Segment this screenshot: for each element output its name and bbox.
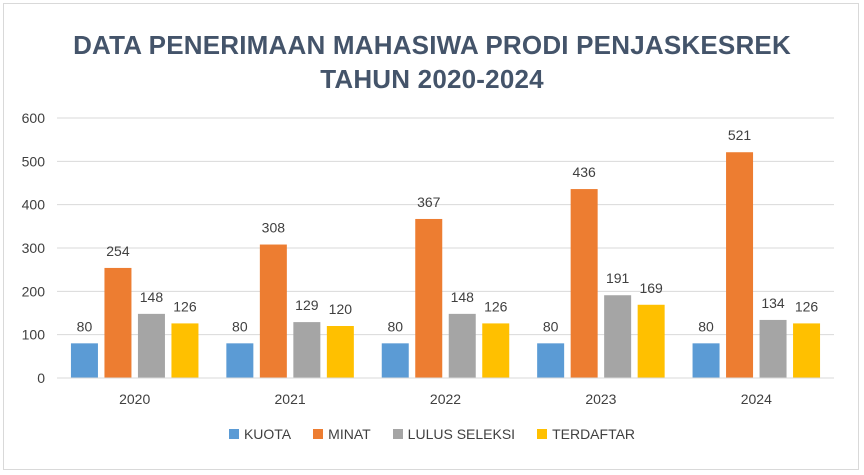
bar-terdaftar [637, 304, 665, 378]
bar-terdaftar [793, 323, 821, 378]
bar-minat [415, 218, 443, 378]
data-label: 134 [761, 295, 785, 311]
y-tick-label: 300 [22, 240, 46, 256]
data-label: 120 [329, 301, 353, 317]
x-tick-label: 2022 [430, 391, 461, 407]
legend-label: LULUS SELEKSI [407, 426, 516, 442]
legend-label: MINAT [328, 426, 371, 442]
data-label: 80 [387, 318, 403, 334]
data-label: 308 [262, 220, 286, 236]
bar-kuota [226, 343, 254, 378]
legend-swatch [392, 429, 403, 439]
y-tick-label: 200 [22, 283, 46, 299]
bar-lulus-seleksi [448, 313, 476, 378]
data-label: 80 [698, 318, 714, 334]
bar-minat [570, 189, 598, 378]
data-label: 80 [232, 318, 248, 334]
legend-item: KUOTA [228, 426, 292, 442]
data-label: 126 [173, 298, 197, 314]
data-label: 169 [639, 280, 663, 296]
x-tick-label: 2021 [275, 391, 306, 407]
chart-title-line2: TAHUN 2020-2024 [320, 64, 544, 94]
data-label: 80 [543, 318, 559, 334]
x-tick-label: 2024 [741, 391, 772, 407]
chart-legend: KUOTA MINAT LULUS SELEKSI TERDAFTAR [0, 426, 864, 442]
bar-kuota [70, 343, 98, 378]
bar-minat [104, 267, 132, 378]
bar-minat [726, 152, 754, 378]
legend-item: MINAT [313, 426, 371, 442]
data-label: 126 [795, 298, 819, 314]
legend-swatch [228, 429, 239, 439]
data-label: 80 [77, 318, 93, 334]
legend-item: TERDAFTAR [537, 426, 635, 442]
y-tick-label: 400 [22, 197, 46, 213]
bar-terdaftar [171, 323, 199, 378]
data-label: 254 [106, 243, 130, 259]
y-tick-label: 600 [22, 110, 46, 126]
x-tick-label: 2020 [119, 391, 150, 407]
bar-terdaftar [326, 326, 354, 378]
bar-kuota [381, 343, 409, 378]
y-tick-label: 100 [22, 327, 46, 343]
data-label: 126 [484, 298, 508, 314]
legend-item: LULUS SELEKSI [392, 426, 516, 442]
chart-title-line1: DATA PENERIMAAN MAHASIWA PRODI PENJASKES… [73, 30, 791, 60]
y-tick-label: 500 [22, 153, 46, 169]
x-tick-label: 2023 [585, 391, 616, 407]
legend-swatch [313, 429, 324, 439]
data-label: 367 [417, 194, 441, 210]
legend-swatch [537, 429, 548, 439]
legend-label: KUOTA [243, 426, 292, 442]
legend-label: TERDAFTAR [552, 426, 636, 442]
bar-lulus-seleksi [137, 313, 165, 378]
bar-lulus-seleksi [604, 295, 632, 378]
y-tick-label: 0 [37, 370, 45, 386]
data-label: 191 [606, 270, 630, 286]
data-label: 521 [728, 127, 752, 143]
data-label: 148 [451, 289, 475, 305]
bar-lulus-seleksi [293, 322, 321, 378]
bar-minat [259, 244, 287, 378]
bar-lulus-seleksi [759, 319, 787, 378]
bar-kuota [692, 343, 720, 378]
bar-terdaftar [482, 323, 510, 378]
data-label: 436 [572, 164, 596, 180]
data-label: 129 [295, 297, 319, 313]
data-label: 148 [140, 289, 164, 305]
bar-kuota [537, 343, 565, 378]
